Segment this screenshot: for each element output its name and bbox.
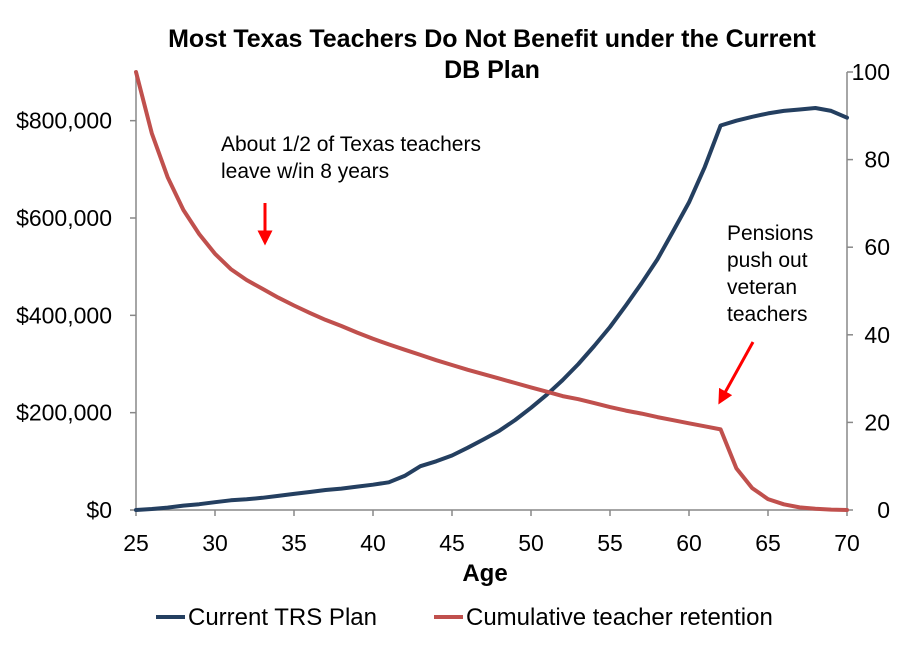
x-tick-label: 55	[597, 530, 623, 556]
x-tick-label: 60	[676, 530, 702, 556]
axes	[135, 72, 848, 511]
x-tick-label: 40	[360, 530, 386, 556]
left-tick-label: $400,000	[16, 302, 112, 328]
legend-label-trs: Current TRS Plan	[188, 604, 377, 631]
chart-title-line-2: DB Plan	[444, 56, 540, 84]
series-line-trs-plan	[134, 106, 849, 512]
x-tick-label: 45	[439, 530, 465, 556]
left-tick-label: $200,000	[16, 400, 112, 426]
left-tick-label: $0	[86, 497, 112, 523]
annotation-pensions: Pensions push out veteran teachers	[718, 222, 813, 405]
annotation-retention: About 1/2 of Texas teachers leave w/in 8…	[221, 133, 481, 246]
x-tick-label: 30	[202, 530, 228, 556]
right-tick-label: 80	[864, 147, 890, 173]
x-tick-label: 65	[755, 530, 781, 556]
left-tick-label: $600,000	[16, 205, 112, 231]
x-axis-label: Age	[462, 560, 507, 587]
annotation-pensions-line-1: Pensions	[727, 222, 813, 245]
annotation-pensions-line-3: veteran	[727, 276, 797, 299]
x-tick-label: 25	[123, 530, 149, 556]
right-tick-label: 60	[864, 234, 890, 260]
annotation-pensions-arrow	[718, 341, 755, 405]
legend: Current TRS Plan Cumulative teacher rete…	[156, 604, 773, 631]
annotation-pensions-line-4: teachers	[727, 303, 808, 326]
series-layer	[134, 70, 849, 512]
left-tick-label: $800,000	[16, 108, 112, 134]
annotation-pensions-line-2: push out	[727, 249, 808, 272]
annotation-retention-line-2: leave w/in 8 years	[221, 160, 389, 183]
x-tick-label: 35	[281, 530, 307, 556]
x-tick-label: 50	[518, 530, 544, 556]
right-tick-label: 100	[852, 59, 890, 85]
right-tick-label: 40	[864, 322, 890, 348]
legend-label-retention: Cumulative teacher retention	[466, 604, 773, 631]
x-axis-ticks: 25 30 35 40 45 50 55 60 65 70	[123, 510, 860, 556]
annotation-retention-line-1: About 1/2 of Texas teachers	[221, 133, 481, 156]
right-tick-label: 0	[877, 497, 890, 523]
series-line-teacher-retention	[134, 70, 849, 512]
x-tick-label: 70	[834, 530, 860, 556]
left-axis-ticks: $0 $200,000 $400,000 $600,000 $800,000	[16, 108, 136, 523]
chart-title-line-1: Most Texas Teachers Do Not Benefit under…	[168, 25, 816, 53]
right-tick-label: 20	[864, 409, 890, 435]
right-axis-ticks: 0 20 40 60 80 100	[847, 59, 890, 523]
